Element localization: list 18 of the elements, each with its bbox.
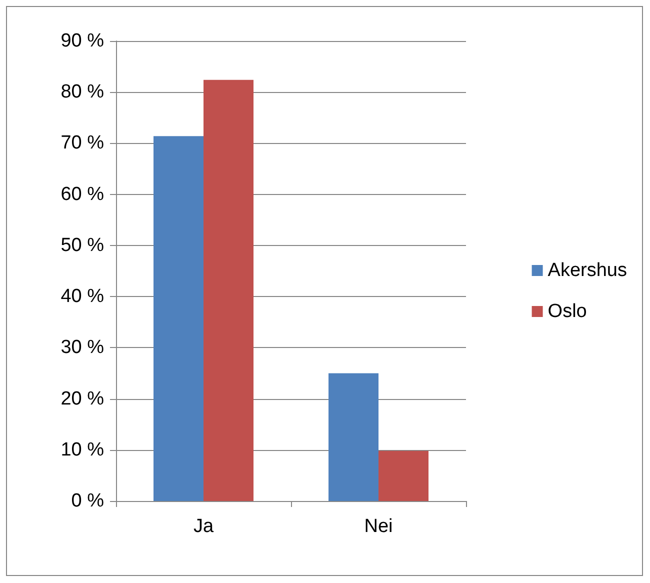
y-tick-label: 30 % <box>60 337 104 358</box>
bar <box>154 136 204 501</box>
bar <box>378 450 428 501</box>
y-tick-label: 40 % <box>60 286 104 308</box>
y-tick-label: 0 % <box>71 490 104 512</box>
x-tick-label: Nei <box>364 516 393 537</box>
legend-label: Akershus <box>548 260 627 281</box>
y-tick-label: 70 % <box>60 132 104 154</box>
y-tick-label: 50 % <box>60 234 104 256</box>
y-tick-label: 90 % <box>60 30 104 52</box>
y-tick-label: 20 % <box>60 388 104 410</box>
y-tick-label: 60 % <box>60 184 104 205</box>
y-tick-label: 80 % <box>60 82 104 103</box>
legend-label: Oslo <box>548 301 587 322</box>
bar <box>328 373 378 501</box>
x-tick-label: Ja <box>193 516 214 537</box>
y-tick-label: 10 % <box>60 439 104 460</box>
bar <box>204 80 254 501</box>
